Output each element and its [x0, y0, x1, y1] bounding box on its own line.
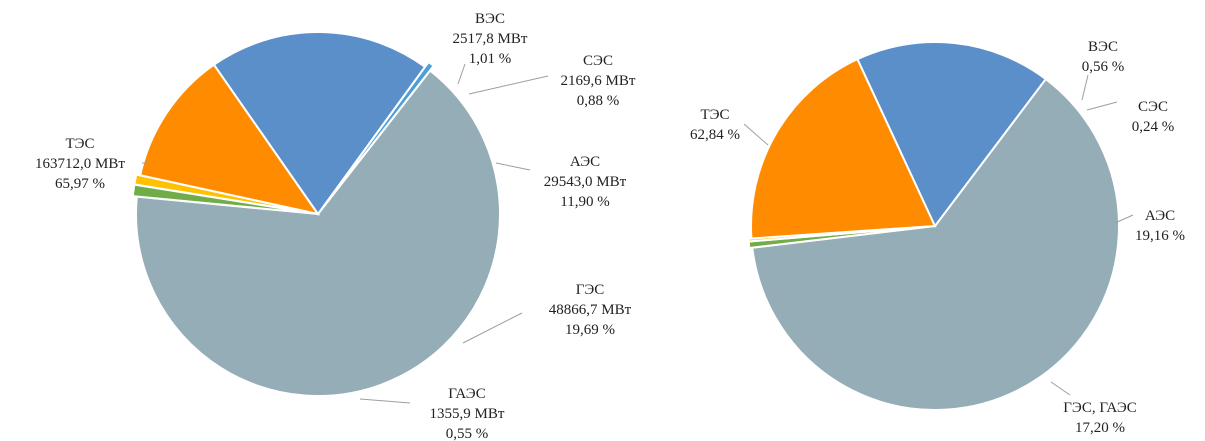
leader-line: [457, 63, 466, 85]
label-percent: 62,84 %: [690, 127, 740, 143]
label-value: 2517,8 МВт: [453, 31, 528, 47]
label-ves: ВЭС 2517,8 МВт 1,01 %: [453, 11, 528, 85]
label-percent: 0,88 %: [577, 93, 620, 109]
label-name: ВЭС: [1088, 39, 1118, 55]
leader-line: [495, 162, 531, 171]
label-percent: 65,97 %: [55, 176, 105, 192]
label-percent: 11,90 %: [560, 194, 609, 210]
label-value: 1355,9 МВт: [430, 406, 505, 422]
label-ges-gaes: ГЭС, ГАЭС 17,20 %: [1050, 381, 1137, 436]
leader-line: [1081, 74, 1089, 101]
slice-ges-gaes: [856, 41, 1048, 228]
label-name: СЭС: [583, 53, 613, 69]
label-percent: 1,01 %: [469, 51, 512, 67]
label-value: 163712,0 МВт: [35, 156, 125, 172]
label-ses: СЭС 0,24 %: [1086, 99, 1175, 135]
label-value: 29543,0 МВт: [544, 174, 627, 190]
label-gaes: ГАЭС 1355,9 МВт 0,55 %: [359, 386, 505, 441]
slice-tes: [135, 69, 501, 397]
label-name: ТЭС: [65, 136, 94, 152]
label-name: ГАЭС: [448, 386, 485, 402]
label-name: ГЭС, ГАЭС: [1063, 400, 1136, 416]
label-percent: 0,24 %: [1132, 119, 1175, 135]
label-aes: АЭС 19,16 %: [1114, 208, 1185, 244]
label-name: ВЭС: [475, 11, 505, 27]
label-name: СЭС: [1138, 99, 1168, 115]
label-percent: 19,16 %: [1135, 228, 1185, 244]
label-ves: ВЭС 0,56 %: [1081, 39, 1125, 101]
label-ges: ГЭС 48866,7 МВт 19,69 %: [462, 282, 632, 344]
leader-line: [743, 123, 769, 146]
label-ses: СЭС 2169,6 МВт 0,88 %: [468, 53, 636, 109]
label-name: ГЭС: [576, 282, 605, 298]
label-percent: 17,20 %: [1075, 420, 1125, 436]
leader-line: [468, 75, 549, 95]
label-percent: 0,55 %: [446, 426, 489, 441]
leader-line: [1114, 214, 1134, 224]
pie-chart-2: ТЭС 62,84 % ВЭС 0,56 % СЭС 0,24 % АЭС 19,16 % ГЭ…: [690, 39, 1185, 436]
label-name: ТЭС: [700, 107, 729, 123]
label-name: АЭС: [1145, 208, 1175, 224]
slice-ges: [212, 31, 427, 216]
label-value: 2169,6 МВт: [561, 73, 636, 89]
slice-aes: [138, 63, 321, 216]
label-aes: АЭС 29543,0 МВт 11,90 %: [495, 154, 627, 210]
leader-line: [359, 398, 411, 404]
slice-aes: [750, 57, 937, 240]
label-percent: 0,56 %: [1082, 59, 1125, 75]
leader-line: [1050, 381, 1071, 396]
label-name: АЭС: [570, 154, 600, 170]
label-tes: ТЭС 163712,0 МВт 65,97 %: [35, 136, 150, 192]
label-tes: ТЭС 62,84 %: [690, 107, 769, 146]
slice-gaes: [320, 60, 436, 210]
label-value: 48866,7 МВт: [549, 302, 632, 318]
pie-chart-1: ТЭС 163712,0 МВт 65,97 % ВЭС 2517,8 МВт 1,01 …: [35, 11, 636, 441]
slice-tes: [751, 77, 1120, 412]
leader-line: [462, 312, 523, 344]
leader-line: [1086, 101, 1118, 111]
label-percent: 19,69 %: [565, 322, 615, 338]
